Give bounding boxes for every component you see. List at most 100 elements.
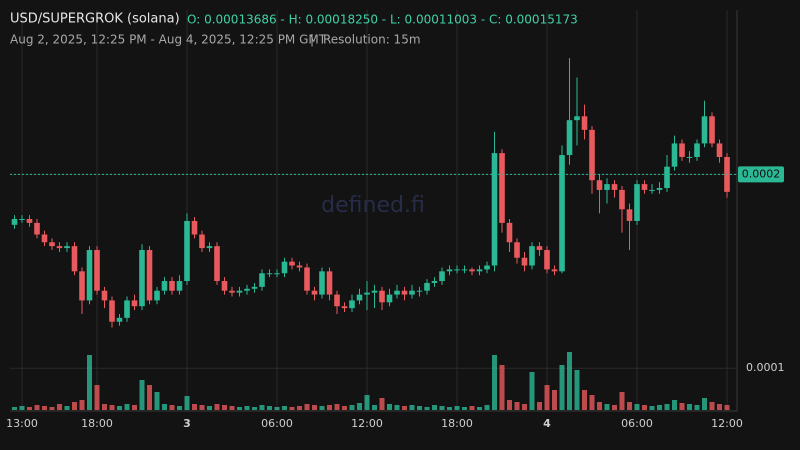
candle-body xyxy=(604,184,610,190)
volume-bar xyxy=(57,404,62,410)
candle-body xyxy=(139,250,145,307)
volume-bar xyxy=(289,407,295,410)
volume-bar xyxy=(724,405,730,410)
volume-bar xyxy=(492,355,497,410)
candle-body xyxy=(649,189,655,191)
volume-bar xyxy=(702,398,707,410)
candle-body xyxy=(41,234,48,243)
volume-bar xyxy=(529,372,535,410)
candle-body xyxy=(484,265,490,270)
volume-bar xyxy=(469,406,475,410)
candle-body xyxy=(364,292,370,295)
volume-bar xyxy=(402,406,407,410)
x-tick-label: 18:00 xyxy=(441,417,473,430)
candle-body xyxy=(514,242,520,258)
volume-bar xyxy=(19,406,25,410)
x-tick-label: 3 xyxy=(183,417,191,430)
candle-body xyxy=(454,269,460,271)
volume-bar xyxy=(679,403,685,410)
volume-bar xyxy=(634,404,640,410)
candle-body xyxy=(251,286,258,289)
candle-body xyxy=(521,257,528,266)
x-tick-label: 06:00 xyxy=(261,417,293,430)
volume-bar xyxy=(432,405,437,410)
candle-body xyxy=(64,246,70,249)
candle-body xyxy=(349,300,355,309)
candle-body xyxy=(259,273,265,287)
volume-bar xyxy=(612,405,617,410)
candle-body xyxy=(544,250,550,270)
volume-bar xyxy=(102,404,107,410)
volume-bar xyxy=(87,355,92,410)
volume-bar xyxy=(364,395,370,410)
candle-body xyxy=(371,290,378,293)
candle-body xyxy=(409,290,415,295)
volume-bar xyxy=(394,405,400,410)
volume-bar xyxy=(619,392,625,410)
candle-body xyxy=(19,219,25,221)
candle-body xyxy=(214,246,220,282)
volume-bar xyxy=(267,406,272,410)
volume-bar xyxy=(342,406,347,410)
candle-body xyxy=(304,267,310,291)
resolution[interactable]: Resolution: 15m xyxy=(323,33,421,47)
candle-body xyxy=(326,271,333,295)
volume-bar xyxy=(334,404,340,410)
candle-body xyxy=(296,265,303,268)
candle-body xyxy=(461,269,468,271)
date-range: Aug 2, 2025, 12:25 PM - Aug 4, 2025, 12:… xyxy=(10,33,327,47)
plot xyxy=(10,58,737,410)
candle-body xyxy=(694,143,700,157)
y-tick-label: 0.0001 xyxy=(746,361,785,374)
candle-body xyxy=(439,271,445,282)
volume-bar xyxy=(207,406,212,410)
candle-body xyxy=(424,282,430,291)
volume-bar xyxy=(559,365,565,410)
volume-bar xyxy=(514,402,520,410)
candle-body xyxy=(289,261,295,266)
candle-body xyxy=(641,184,648,190)
volume-bar xyxy=(49,407,55,410)
volume-bar xyxy=(357,403,362,410)
volume-bar xyxy=(274,407,280,410)
volume-bar xyxy=(709,402,715,410)
volume-bar xyxy=(42,406,47,410)
candle-body xyxy=(619,189,625,210)
volume-bar xyxy=(244,406,250,410)
volume-bar xyxy=(304,404,310,410)
candle-body xyxy=(116,317,123,322)
candle-body xyxy=(491,153,498,266)
candle-body xyxy=(596,180,603,190)
volume-bar xyxy=(222,405,227,410)
candle-body xyxy=(319,271,325,295)
volume-bar xyxy=(642,405,647,410)
volume-bar xyxy=(12,407,17,410)
volume-bar xyxy=(282,406,287,410)
volume-bar xyxy=(379,398,385,410)
volume-bar xyxy=(574,370,580,410)
volume-bar xyxy=(582,390,587,410)
candle-body xyxy=(431,281,438,283)
candle-body xyxy=(184,220,190,282)
volume-bar xyxy=(552,390,557,410)
candle-body xyxy=(469,269,475,272)
volume-bar xyxy=(477,407,482,410)
volume-bar xyxy=(297,406,302,410)
candle-body xyxy=(199,234,205,249)
candle-body xyxy=(529,246,535,266)
volume-bar xyxy=(589,395,595,410)
candle-body xyxy=(334,294,340,307)
candle-body xyxy=(671,143,678,167)
candle-body xyxy=(709,116,715,144)
candle-body xyxy=(56,246,63,249)
volume-bar xyxy=(72,402,77,410)
volume-bar xyxy=(522,404,527,410)
volume-bar xyxy=(312,405,317,410)
volume-bar xyxy=(649,406,655,410)
candle-body xyxy=(154,290,160,301)
volume-bar xyxy=(34,405,40,410)
volume-bar xyxy=(507,400,512,410)
volume-bar xyxy=(184,396,190,410)
ohlc-summary: O: 0.00013686 - H: 0.00018250 - L: 0.000… xyxy=(187,13,578,27)
candle-body xyxy=(626,209,633,221)
